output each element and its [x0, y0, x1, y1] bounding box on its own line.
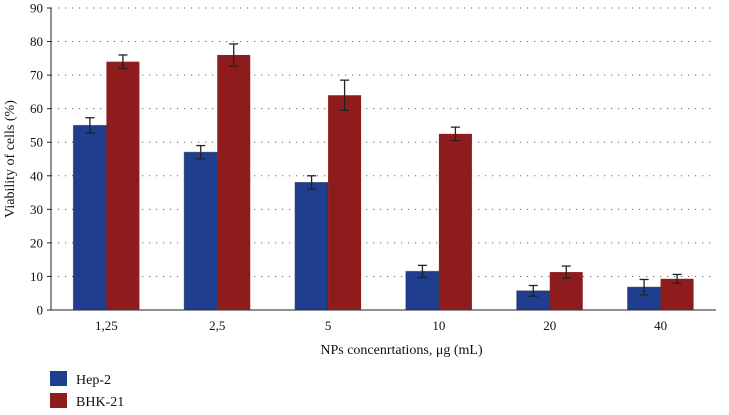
y-tick-label: 30: [30, 202, 43, 217]
y-tick-label: 80: [30, 34, 43, 49]
error-bar-hep2: [196, 144, 206, 160]
error-bar-bhk21: [118, 54, 128, 70]
error-bar-hep2: [85, 117, 95, 134]
axes: [50, 8, 716, 311]
y-tick-label: 10: [30, 269, 43, 284]
bar-bhk21: [106, 61, 140, 310]
y-tick-label: 0: [37, 303, 44, 318]
gridlines: [51, 7, 716, 277]
x-tick-labels: 1,25 2,5 5 10 20 40: [95, 318, 667, 333]
error-bar-hep2: [307, 175, 317, 190]
y-tick-label: 70: [30, 68, 43, 83]
bar-bhk21: [438, 133, 472, 310]
error-bar-bhk21: [561, 265, 571, 279]
bar-bhk21: [217, 54, 251, 310]
bar-bhk21: [660, 278, 694, 310]
x-tick-label: 5: [325, 318, 332, 333]
y-tick-label: 60: [30, 101, 43, 116]
error-bar-bhk21: [340, 79, 350, 111]
bar-bhk21: [328, 95, 362, 310]
x-tick-label: 40: [654, 318, 667, 333]
x-tick-label: 20: [543, 318, 556, 333]
legend-item-bhk21: BHK-21: [50, 393, 124, 410]
bar-hep2: [72, 124, 107, 311]
legend-label-bhk21: BHK-21: [76, 395, 124, 410]
bar-hep2: [183, 151, 218, 311]
bars: [72, 54, 694, 311]
error-bar-bhk21: [229, 43, 239, 67]
legend-label-hep2: Hep-2: [76, 373, 111, 388]
error-bar-bhk21: [450, 126, 460, 142]
y-axis-title: Viability of cells (%): [3, 100, 18, 218]
error-bars: [85, 43, 682, 297]
legend-item-hep2: Hep-2: [50, 371, 111, 388]
error-bar-hep2: [639, 278, 649, 296]
y-tick-label: 40: [30, 168, 43, 183]
legend-swatch-hep2: [50, 371, 67, 386]
x-tick-label: 1,25: [95, 318, 118, 333]
y-tick-label: 50: [30, 135, 43, 150]
legend-swatch-bhk21: [50, 393, 67, 408]
error-bar-hep2: [528, 284, 538, 297]
y-tick-labels: 0 10 20 30 40 50 60 70 80 90: [30, 1, 51, 318]
error-bar-bhk21: [672, 273, 682, 284]
error-bar-hep2: [417, 264, 427, 279]
x-tick-label: 10: [432, 318, 445, 333]
x-tick-label: 2,5: [209, 318, 225, 333]
bar-hep2: [294, 181, 329, 311]
y-tick-label: 90: [30, 1, 43, 16]
legend: Hep-2 BHK-21: [50, 371, 124, 410]
y-tick-label: 20: [30, 235, 43, 250]
x-axis-title: NPs concenrtations, μg (mL): [320, 343, 483, 358]
